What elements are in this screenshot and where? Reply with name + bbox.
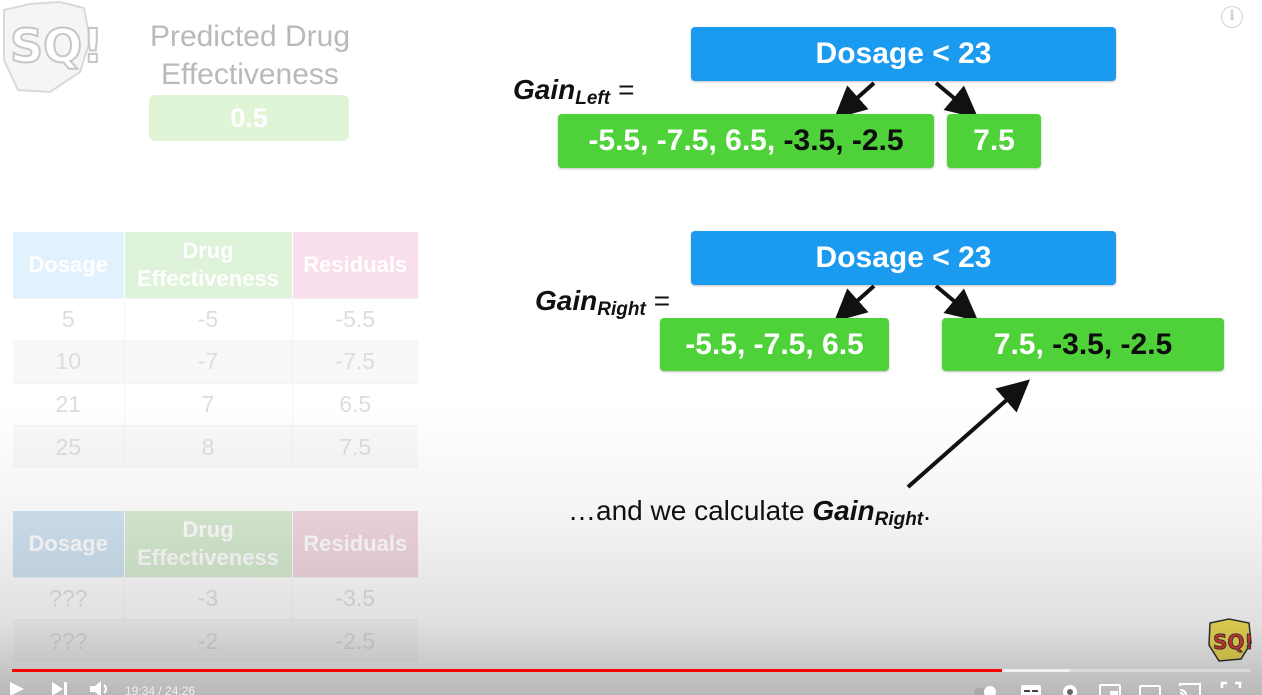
effect-cell: -3 — [124, 576, 293, 620]
tree-left-leaf-left: -5.5, -7.5, 6.5, -3.5, -2.5 — [558, 114, 934, 168]
dosage-cell: 21 — [13, 382, 125, 426]
tree-left-node: Dosage < 23 — [691, 27, 1116, 81]
dosage-cell: ??? — [13, 619, 125, 662]
dosage-cell: 5 — [13, 297, 125, 341]
progress-played — [12, 669, 1003, 672]
table-row: ??? -3 -3.5 — [13, 576, 418, 620]
cast-icon[interactable] — [1178, 680, 1202, 695]
dosage-cell: 25 — [13, 425, 125, 468]
residual-cell: 7.5 — [292, 425, 418, 468]
table-row: 21 7 6.5 — [13, 382, 418, 426]
header-effectiveness: Drug Effectiveness — [124, 511, 293, 577]
statquest-logo: SQ! — [3, 0, 104, 94]
residuals-table-unknown: Dosage Drug Effectiveness Residuals ??? -… — [13, 511, 418, 662]
info-icon[interactable]: i — [1221, 6, 1243, 28]
miniplayer-icon[interactable] — [1098, 680, 1122, 695]
table-row: ??? -2 -2.5 — [13, 619, 418, 662]
table-row: 25 8 7.5 — [13, 425, 418, 468]
gain-right-label: GainRight = — [535, 285, 671, 320]
residual-cell: 6.5 — [292, 382, 418, 426]
fullscreen-icon[interactable] — [1220, 680, 1242, 695]
header-dosage: Dosage — [13, 511, 125, 577]
dosage-cell: ??? — [13, 576, 125, 620]
residual-cell: -3.5 — [292, 576, 418, 620]
statquest-watermark-logo[interactable]: SQ! — [1207, 617, 1254, 663]
header-residuals: Residuals — [292, 232, 418, 298]
tree-right-node: Dosage < 23 — [691, 231, 1116, 285]
gain-left-label: GainLeft = — [513, 74, 635, 109]
tree-right-leaf-right: 7.5, -3.5, -2.5 — [942, 318, 1224, 371]
play-icon[interactable] — [8, 680, 26, 695]
tree-right-leaf-left: -5.5, -7.5, 6.5 — [660, 318, 889, 371]
effect-cell: -2 — [124, 619, 293, 662]
predicted-value: 0.5 — [149, 95, 349, 141]
residual-cell: -7.5 — [292, 340, 418, 383]
next-icon[interactable] — [50, 680, 70, 695]
tree-left-leaf-right: 7.5 — [947, 114, 1041, 168]
table-row: 5 -5 -5.5 — [13, 297, 418, 341]
duration: 24:26 — [165, 684, 196, 695]
dosage-cell: 10 — [13, 340, 125, 383]
effect-cell: -5 — [124, 297, 293, 341]
slide-caption: …and we calculate GainRight. — [568, 495, 931, 530]
volume-icon[interactable] — [88, 680, 112, 695]
residuals-table-main: Dosage Drug Effectiveness Residuals 5 -5 … — [13, 232, 418, 468]
table-row: 10 -7 -7.5 — [13, 340, 418, 383]
predicted-title: Predicted Drug Effectiveness — [149, 20, 351, 91]
effect-cell: 8 — [124, 425, 293, 468]
effect-cell: 7 — [124, 382, 293, 426]
header-residuals: Residuals — [292, 511, 418, 577]
progress-bar[interactable] — [12, 669, 1250, 672]
theater-icon[interactable] — [1138, 680, 1162, 695]
residual-cell: -2.5 — [292, 619, 418, 662]
svg-text:SQ!: SQ! — [1213, 630, 1254, 654]
effect-cell: -7 — [124, 340, 293, 383]
subtitles-icon[interactable] — [1020, 680, 1042, 695]
header-dosage: Dosage — [13, 232, 125, 298]
current-time: 19:34 — [125, 684, 156, 695]
residual-cell: -5.5 — [292, 297, 418, 341]
svg-text:SQ!: SQ! — [10, 19, 103, 73]
settings-icon[interactable] — [1060, 680, 1080, 695]
header-effectiveness: Drug Effectiveness — [124, 232, 293, 298]
time-display: 19:34 / 24:26 — [125, 684, 195, 695]
autoplay-toggle-icon[interactable] — [972, 680, 1002, 695]
